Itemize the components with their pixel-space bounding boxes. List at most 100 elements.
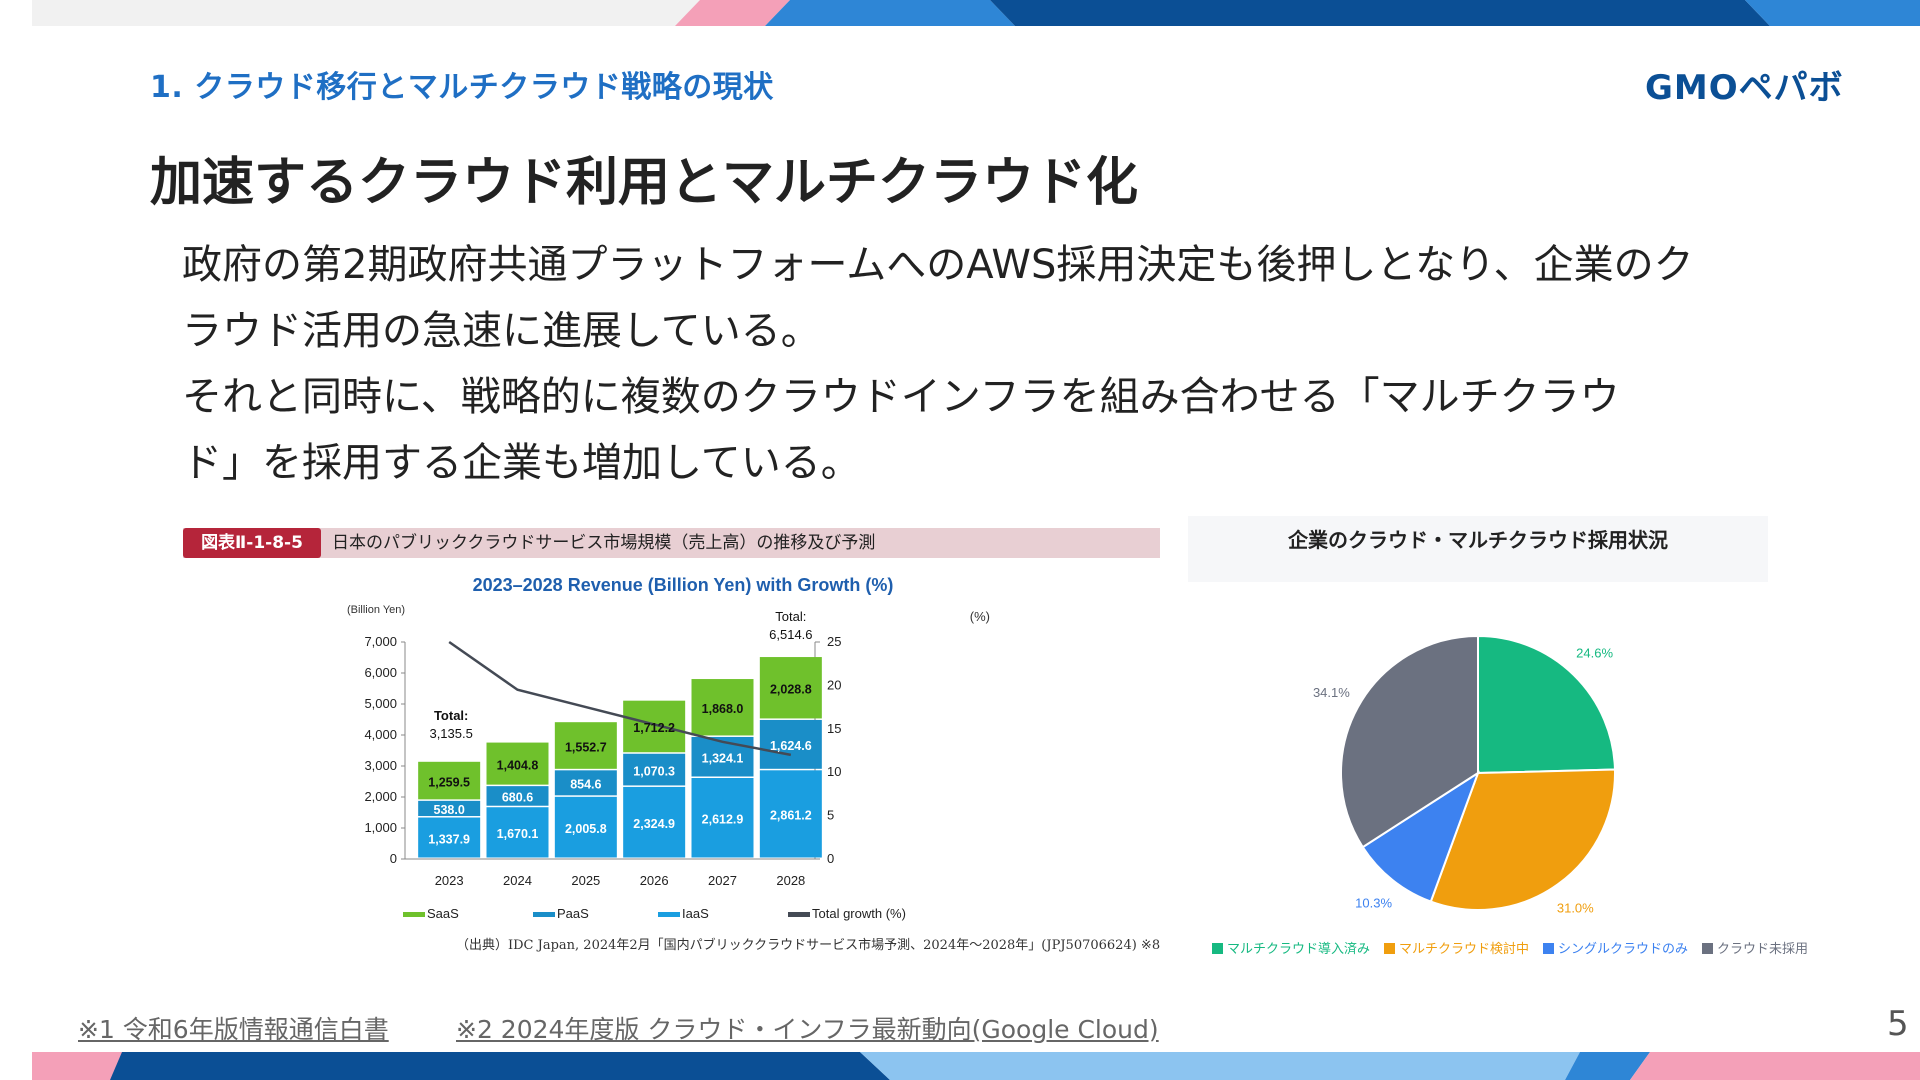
figure-caption: 日本のパブリッククラウドサービス市場規模（売上高）の推移及び予測 (332, 533, 876, 553)
pie-slice-label: 34.1% (1313, 685, 1350, 700)
bar-value-label: 1,324.1 (702, 751, 744, 765)
y2-tick-label: 25 (827, 634, 841, 649)
total-annotation-label: Total: (775, 609, 806, 624)
chart-source: （出典）IDC Japan, 2024年2月「国内パブリッククラウドサービス市場… (456, 938, 1161, 953)
body-line: ド」を採用する企業も増加している。 (182, 440, 861, 486)
figure-header-bar (183, 528, 1160, 558)
y2-tick-label: 5 (827, 808, 834, 823)
bar-value-label: 854.6 (570, 778, 601, 792)
body-line: 政府の第2期政府共通プラットフォームへのAWS採用決定も後押しとなり、企業のク (182, 242, 1694, 288)
pie-slice-label: 31.0% (1557, 901, 1594, 916)
y-tick-label: 0 (390, 851, 397, 866)
y2-tick-label: 15 (827, 721, 841, 736)
pie-slice (1477, 634, 1616, 775)
legend-label: SaaS (427, 906, 459, 921)
y-tick-label: 2,000 (364, 789, 397, 804)
x-tick-label: 2025 (571, 873, 600, 888)
y-tick-label: 1,000 (364, 820, 397, 835)
bar-paas (623, 753, 686, 786)
section-title: 1. クラウド移行とマルチクラウド戦略の現状 (150, 70, 774, 105)
y2-tick-label: 0 (827, 851, 834, 866)
bar-saas (486, 742, 549, 785)
pie-legend-label: マルチクラウド検討中 (1399, 941, 1530, 956)
legend-swatch (1384, 943, 1396, 954)
pie-slice-label: 10.3% (1355, 895, 1392, 910)
growth-line (448, 640, 792, 757)
total-annotation-label: Total: (434, 708, 468, 723)
figure-tag: 図表Ⅱ-1-8-5 (183, 528, 321, 558)
bar-value-label: 538.0 (434, 803, 465, 817)
pie-title-background (1188, 516, 1768, 582)
chart-title: 2023–2028 Revenue (Billion Yen) with Gro… (473, 575, 894, 595)
legend-label: IaaS (682, 906, 709, 921)
y-tick-label: 4,000 (364, 727, 397, 742)
y-axis-label: (Billion Yen) (347, 604, 405, 616)
pie-legend-label: マルチクラウド導入済み (1227, 941, 1371, 956)
bar-value-label: 2,612.9 (702, 813, 744, 827)
x-tick-label: 2028 (776, 873, 805, 888)
pie-legend-item: マルチクラウド検討中 (1384, 938, 1529, 957)
bar-saas (691, 679, 754, 736)
bar-iaas (418, 817, 481, 858)
bar-iaas (554, 796, 617, 858)
total-annotation-value: 6,514.6 (769, 627, 812, 642)
bar-paas (418, 800, 481, 817)
y-tick-label: 5,000 (364, 696, 397, 711)
pie-slice (1340, 634, 1479, 849)
x-tick-label: 2024 (503, 873, 532, 888)
pie-slice-label: 24.6% (1576, 645, 1613, 660)
bar-value-label: 680.6 (502, 791, 533, 805)
bar-value-label: 1,624.6 (770, 739, 812, 753)
bar-iaas (486, 807, 549, 858)
bar-paas (554, 770, 617, 796)
bar-value-label: 1,070.3 (633, 764, 675, 778)
page-number: 5 (1887, 1004, 1909, 1044)
legend-swatch (533, 912, 555, 917)
legend-swatch (788, 912, 810, 917)
bar-paas (691, 736, 754, 777)
bar-value-label: 1,712.2 (633, 721, 675, 735)
y-tick-label: 6,000 (364, 665, 397, 680)
pie-legend-label: クラウド未採用 (1717, 941, 1809, 956)
bottom-decorative-bar (32, 1052, 1920, 1080)
pie-legend-item: シングルクラウドのみ (1543, 938, 1688, 957)
bar-value-label: 1,404.8 (497, 758, 539, 772)
legend-swatch (403, 912, 425, 917)
pie-legend-item: マルチクラウド導入済み (1212, 938, 1370, 957)
body-line: それと同時に、戦略的に複数のクラウドインフラを組み合わせる「マルチクラウ (182, 374, 1620, 420)
bar-value-label: 1,259.5 (428, 775, 470, 789)
pie-chart-title: 企業のクラウド・マルチクラウド採用状況 (1288, 528, 1668, 552)
footnote-link-2[interactable]: ※2 2024年度版 クラウド・インフラ最新動向(Google Cloud) (456, 1015, 1159, 1044)
bar-paas (486, 786, 549, 806)
bar-saas (418, 761, 481, 800)
bar-iaas (759, 770, 822, 858)
bar-value-label: 2,028.8 (770, 682, 812, 696)
body-line: ラウド活用の急速に進展している。 (182, 308, 821, 354)
footnote-link-1[interactable]: ※1 令和6年版情報通信白書 (78, 1015, 389, 1044)
legend-swatch (658, 912, 680, 917)
pie-legend-item: クラウド未採用 (1702, 938, 1808, 957)
legend-label: PaaS (557, 906, 589, 921)
pie-slice (1429, 768, 1616, 911)
bar-value-label: 1,552.7 (565, 740, 607, 754)
x-tick-label: 2026 (640, 873, 669, 888)
legend-swatch (1543, 943, 1555, 954)
y-tick-label: 7,000 (364, 634, 397, 649)
bar-paas (759, 719, 822, 769)
pie-slice (1361, 770, 1480, 903)
total-annotation-value: 3,135.5 (429, 726, 472, 741)
y-tick-label: 3,000 (364, 758, 397, 773)
x-tick-label: 2023 (435, 873, 464, 888)
revenue-bar-chart: 2023–2028 Revenue (Billion Yen) with Gro… (347, 575, 990, 921)
top-decorative-bar (32, 0, 1920, 26)
body-text: 政府の第2期政府共通プラットフォームへのAWS採用決定も後押しとなり、企業のク … (182, 232, 1832, 496)
bar-saas (554, 722, 617, 769)
y2-axis-label: (%) (970, 609, 990, 624)
company-logo: GMOペパボ (1645, 68, 1844, 108)
bar-saas (623, 700, 686, 753)
legend-label: Total growth (%) (812, 906, 906, 921)
bar-iaas (691, 778, 754, 858)
page-title: 加速するクラウド利用とマルチクラウド化 (150, 153, 1139, 213)
bar-iaas (623, 786, 686, 858)
y2-tick-label: 20 (827, 677, 841, 692)
